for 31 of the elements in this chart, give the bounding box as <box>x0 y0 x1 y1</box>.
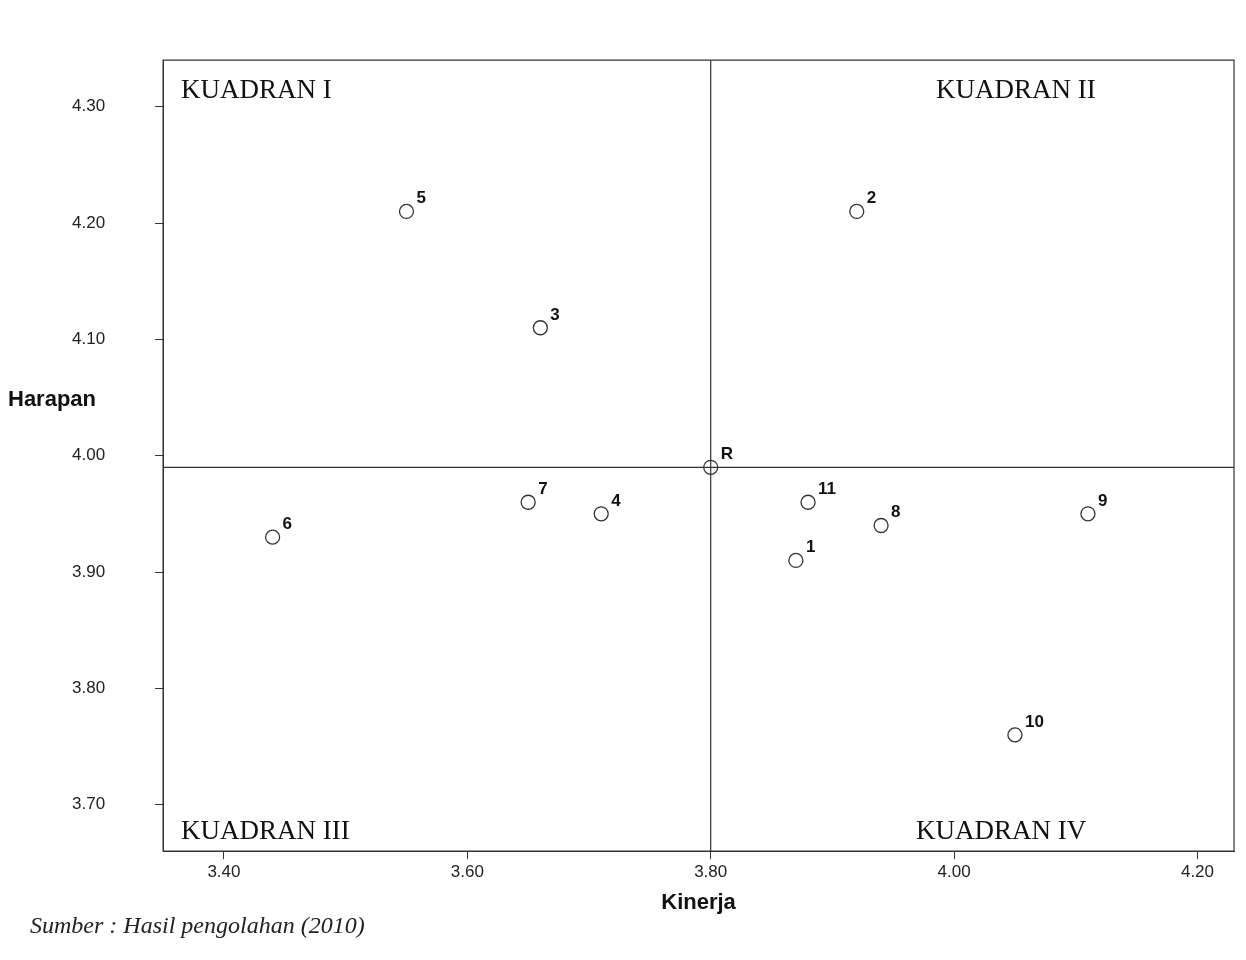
y-tick-label: 4.00 <box>71 445 106 465</box>
y-tick-label: 3.80 <box>71 678 106 698</box>
annotation: R <box>720 444 733 464</box>
x-tick-label: 3.60 <box>450 862 484 882</box>
annotation: 11 <box>818 479 837 499</box>
annotation: 8 <box>891 502 901 522</box>
y-tick-label: 3.70 <box>71 794 106 814</box>
y-tick-label: 4.20 <box>71 212 106 232</box>
x-tick-label: 3.40 <box>207 862 241 882</box>
annotation: 9 <box>1097 490 1108 510</box>
x-tick-label: 4.20 <box>1180 862 1215 882</box>
annotation: 6 <box>282 514 293 534</box>
annotation: 1 <box>805 537 816 557</box>
annotation: 4 <box>611 490 622 510</box>
x-axis-title: Kinerja <box>661 888 737 914</box>
annotation: 3 <box>550 304 560 324</box>
annotation: 5 <box>416 188 426 208</box>
annotation: 7 <box>538 479 548 499</box>
y-axis-title: Harapan <box>8 385 97 411</box>
annotation: 2 <box>866 188 877 208</box>
annotation: KUADRAN III <box>181 815 350 846</box>
annotation: KUADRAN IV <box>916 815 1087 846</box>
text: Sumber : Hasil pengolahan (2010) <box>30 912 366 939</box>
y-tick-label: 4.10 <box>71 329 106 349</box>
annotation: KUADRAN I <box>181 74 332 105</box>
annotation: KUADRAN II <box>936 74 1096 105</box>
annotation: 10 <box>1024 711 1044 731</box>
y-tick-label: 3.90 <box>71 561 106 581</box>
x-tick-label: 3.80 <box>694 862 728 882</box>
x-tick-label: 4.00 <box>937 862 971 882</box>
y-tick-label: 4.30 <box>71 96 106 116</box>
